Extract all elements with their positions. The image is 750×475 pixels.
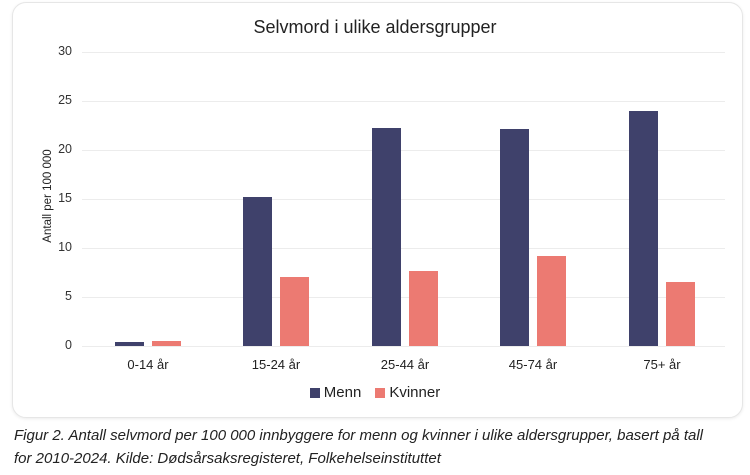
x-tick-label: 75+ år [643,357,681,372]
legend-item-kvinner: Kvinner [375,384,440,401]
y-tick-label: 5 [65,289,72,303]
bar-kvinner-2 [409,270,438,346]
legend-label-menn: Menn [323,384,362,401]
y-tick-label: 0 [65,338,72,352]
legend-item-menn: Menn [309,384,362,401]
gridline [82,101,725,102]
gridline [82,150,725,151]
bar-menn-4 [629,110,658,346]
y-tick-label: 20 [58,142,72,156]
gridline [82,346,725,347]
bar-kvinner-4 [666,282,695,346]
bar-kvinner-3 [537,255,566,346]
y-tick-label: 25 [58,93,72,107]
chart-title: Selvmord i ulike aldersgrupper [253,17,497,37]
bar-menn-2 [372,128,401,346]
y-tick-label: 30 [58,44,72,58]
gridline [82,199,725,200]
legend-swatch-kvinner [375,387,386,398]
y-tick-label: 15 [58,191,72,205]
gridline [82,297,725,298]
figure-caption: Figur 2. Antall selvmord per 100 000 inn… [14,424,744,470]
x-tick-label: 0-14 år [127,357,169,372]
legend-label-kvinner: Kvinner [389,384,441,401]
bar-menn-3 [500,129,529,346]
gridline [82,248,725,249]
bar-menn-0 [115,342,144,346]
y-tick-label: 10 [58,240,72,254]
gridline [82,52,725,53]
legend-swatch-menn [309,387,320,398]
bar-kvinner-1 [280,277,309,346]
bar-kvinner-0 [152,341,181,346]
x-tick-label: 25-44 år [380,357,430,372]
bar-menn-1 [243,197,272,346]
caption-line-2: for 2010-2024. Kilde: Dødsårsaksregister… [14,450,441,467]
caption-line-1: Figur 2. Antall selvmord per 100 000 inn… [14,427,703,444]
legend: Menn Kvinner [0,384,750,401]
x-tick-label: 15-24 år [251,357,301,372]
x-tick-label: 45-74 år [508,357,558,372]
